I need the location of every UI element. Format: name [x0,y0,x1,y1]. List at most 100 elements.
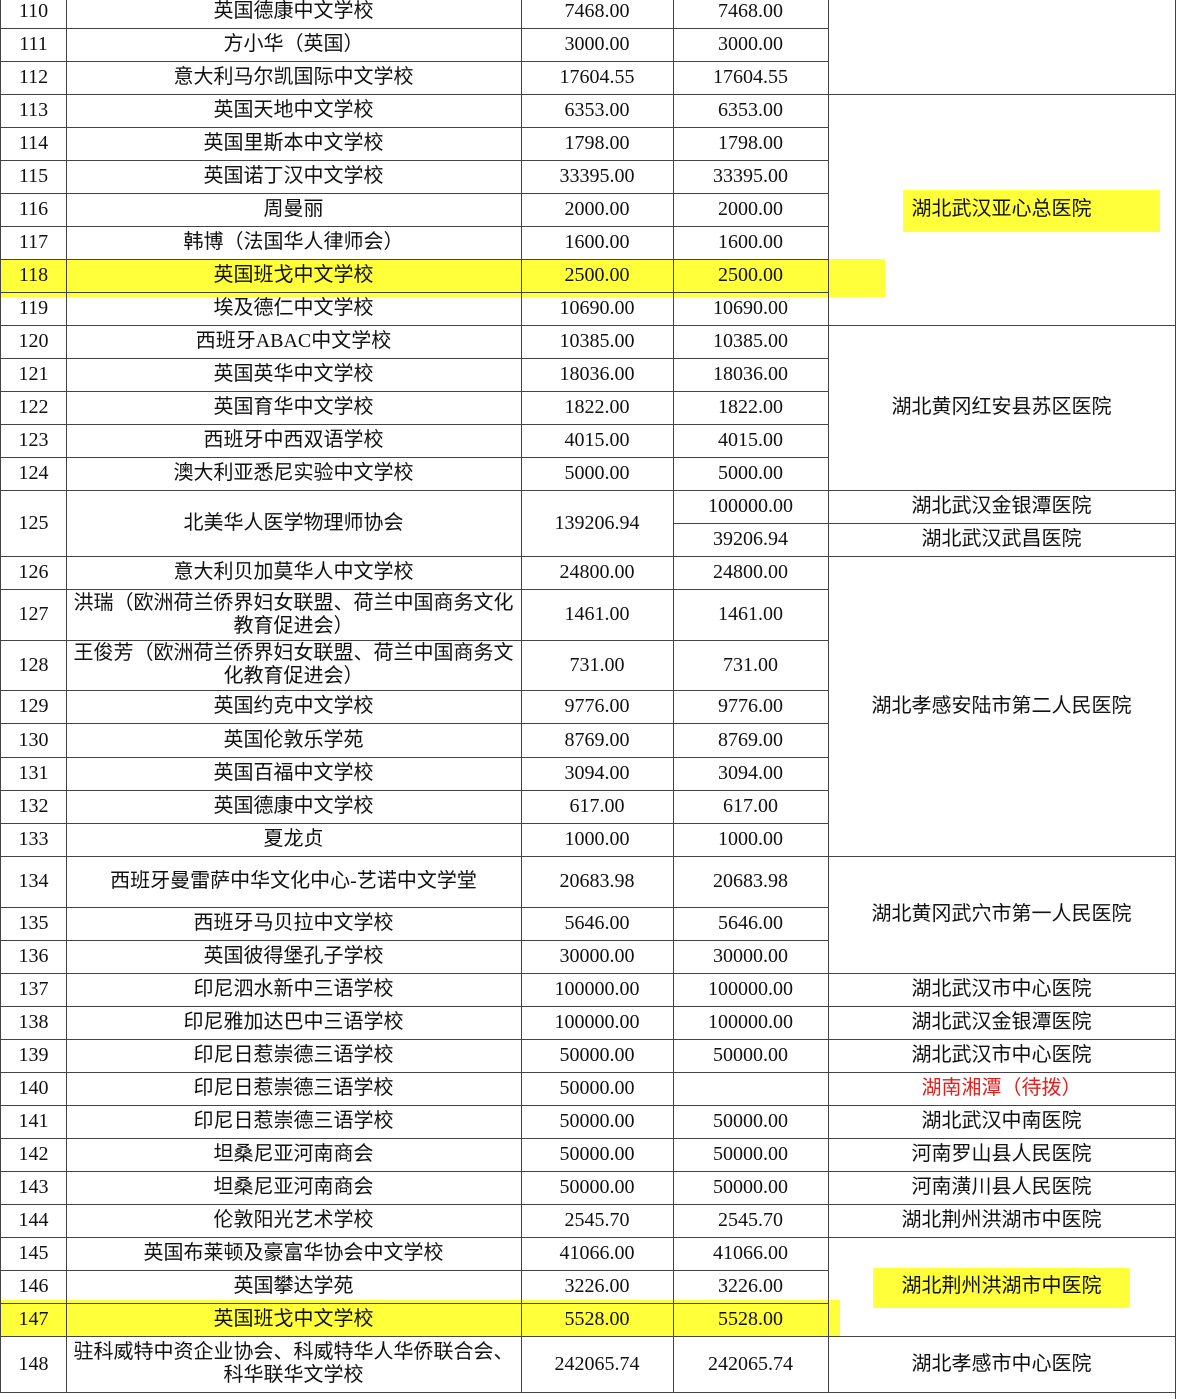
allocated: 3094.00 [673,757,829,791]
row-number: 131 [0,757,67,791]
row-number: 130 [0,723,67,758]
allocated: 5000.00 [673,457,829,491]
allocated: 3226.00 [673,1270,829,1304]
amount: 1600.00 [521,226,674,260]
allocated: 33395.00 [673,160,829,194]
name: 西班牙中西双语学校 [66,424,522,458]
allocated: 4015.00 [673,424,829,458]
allocated: 6353.00 [673,94,829,128]
allocated: 1798.00 [673,127,829,161]
allocated: 30000.00 [673,940,829,974]
name: 英国约克中文学校 [66,690,522,724]
row-number: 110 [0,0,67,29]
row-number: 127 [0,589,67,641]
hospital: 湖北武汉武昌医院 [828,523,1176,557]
row-number: 125 [0,490,67,557]
hospital: 湖南湘潭（待拨） [828,1072,1176,1106]
name: 澳大利亚悉尼实验中文学校 [66,457,522,491]
amount: 5528.00 [521,1303,674,1337]
amount: 617.00 [521,790,674,824]
amount: 100000.00 [521,1006,674,1040]
row-number: 129 [0,690,67,724]
name: 埃及德仁中文学校 [66,292,522,326]
allocated: 1822.00 [673,391,829,425]
row-number: 119 [0,292,67,326]
hospital: 湖北武汉亚心总医院 [828,94,1176,326]
amount: 50000.00 [521,1039,674,1073]
name: 意大利贝加莫华人中文学校 [66,556,522,590]
name: 伦敦阳光艺术学校 [66,1204,522,1238]
amount: 41066.00 [521,1237,674,1271]
allocated: 9776.00 [673,690,829,724]
name: 英国德康中文学校 [66,790,522,824]
amount: 7468.00 [521,0,674,29]
allocated: 39206.94 [673,523,829,557]
allocated: 5646.00 [673,907,829,941]
amount: 2000.00 [521,193,674,227]
name: 英国里斯本中文学校 [66,127,522,161]
amount: 9776.00 [521,690,674,724]
hospital [828,1392,1176,1399]
name: 印尼泗水新中三语学校 [66,973,522,1007]
hospital: 湖北荆州洪湖市中医院 [828,1204,1176,1238]
row-number: 114 [0,127,67,161]
hospital: 湖北孝感市中心医院 [828,1336,1176,1393]
hospital: 河南罗山县人民医院 [828,1138,1176,1172]
row-number: 121 [0,358,67,392]
row-number: 113 [0,94,67,128]
allocated: 100000.00 [673,490,829,524]
row-number: 118 [0,259,67,293]
allocated [673,1072,829,1106]
name: 方小华（英国） [66,28,522,62]
hospital [828,0,1176,95]
name: 英国彼得堡孔子学校 [66,940,522,974]
row-number: 112 [0,61,67,95]
name: 坦桑尼亚河南商会 [66,1171,522,1205]
name: 韩博（法国华人律师会） [66,226,522,260]
row-number: 117 [0,226,67,260]
hospital: 湖北黄冈红安县苏区医院 [828,325,1176,491]
name: 英国育华中文学校 [66,391,522,425]
name: 英国德康中文学校 [66,0,522,29]
allocated: 20683.98 [673,856,829,908]
row-number: 122 [0,391,67,425]
allocated: 18036.00 [673,358,829,392]
amount: 1000.00 [521,823,674,857]
name: 英国英华中文学校 [66,358,522,392]
name: 英国班戈中文学校 [66,259,522,293]
name: 印尼日惹崇德三语学校 [66,1039,522,1073]
amount: 1461.00 [521,589,674,641]
amount: 50000.00 [521,1138,674,1172]
row-number: 136 [0,940,67,974]
amount: 1822.00 [521,391,674,425]
name: 英国天地中文学校 [66,94,522,128]
hospital: 湖北黄冈武穴市第一人民医院 [828,856,1176,974]
amount: 6353.00 [521,94,674,128]
row-number: 137 [0,973,67,1007]
amount: 2545.70 [521,1204,674,1238]
amount: 2500.00 [521,259,674,293]
amount: 18036.00 [521,358,674,392]
name: 王俊芳（欧洲荷兰侨界妇女联盟、荷兰中国商务文化教育促进会） [66,640,522,691]
row-number: 145 [0,1237,67,1271]
allocated: 242065.74 [673,1336,829,1393]
row-number: 148 [0,1336,67,1393]
allocated: 3000.00 [673,28,829,62]
allocated: 50000.00 [673,1138,829,1172]
allocated: 731.00 [673,640,829,691]
row-number: 140 [0,1072,67,1106]
row-number: 146 [0,1270,67,1304]
name: 驻科威特中资企业协会、科威特华人华侨联合会、科华联华文学校 [66,1336,522,1393]
name: 英国诺丁汉中文学校 [66,160,522,194]
row-number: 123 [0,424,67,458]
amount: 731.00 [521,640,674,691]
name: 印尼雅加达巴中三语学校 [66,1006,522,1040]
allocated: 50000.00 [673,1105,829,1139]
allocated: 7468.00 [673,0,829,29]
highlight [873,1268,1130,1308]
allocated: 50000.00 [673,1039,829,1073]
row-number: 142 [0,1138,67,1172]
amount: 33395.00 [521,160,674,194]
allocated: 10690.00 [673,292,829,326]
allocated: 50000.00 [673,1171,829,1205]
